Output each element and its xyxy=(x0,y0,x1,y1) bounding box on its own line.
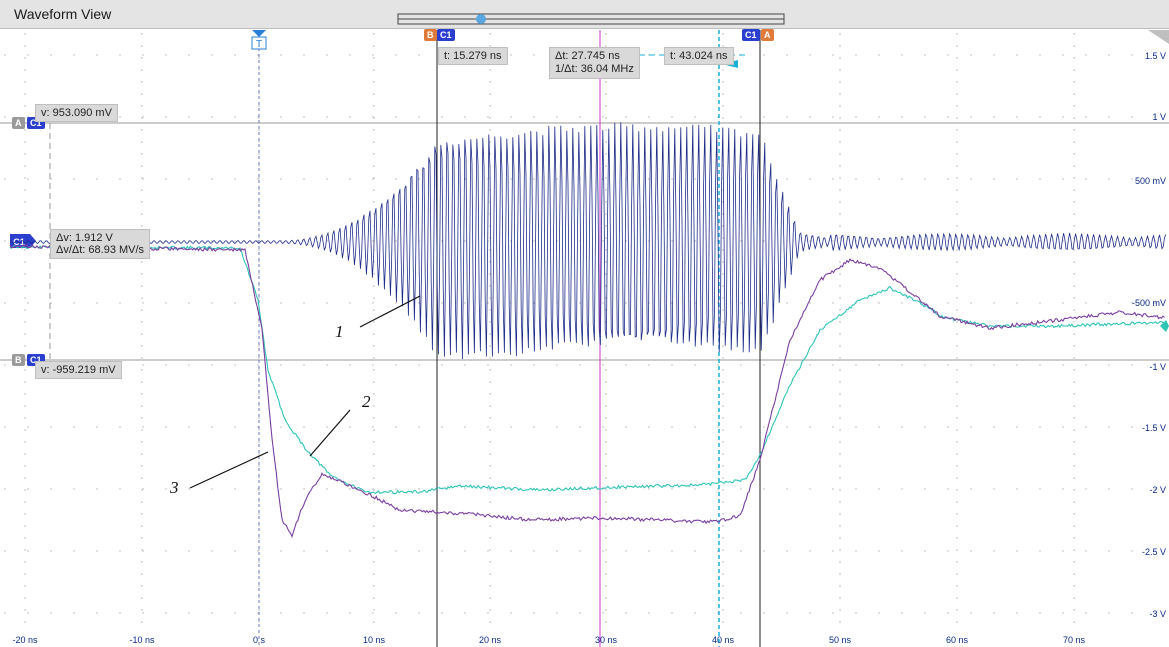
x-label-neg20ns: -20 ns xyxy=(12,635,38,645)
y-label-500mv: 500 mV xyxy=(1134,176,1166,186)
x-label-50ns: 50 ns xyxy=(828,635,852,645)
y-label-neg500mv: -500 mV xyxy=(1131,298,1166,308)
annotation-3-leader xyxy=(189,451,269,489)
window-title: Waveform View xyxy=(14,6,112,22)
x-label-20ns: 20 ns xyxy=(478,635,502,645)
dv-dt-value: Δv/Δt: 68.93 MV/s xyxy=(56,244,145,256)
trace-2-edge-marker xyxy=(1160,320,1169,332)
grid xyxy=(4,33,1156,623)
y-label-neg2v: -2 V xyxy=(1149,485,1166,495)
annotation-2: 2 xyxy=(362,392,371,411)
inverse-delta-t-value: 1/Δt: 36.04 MHz xyxy=(555,63,634,75)
y-label-neg2.5v: -2.5 V xyxy=(1141,547,1166,557)
annotation-1-leader xyxy=(359,295,421,328)
cursor-b-channel-badge[interactable]: C1 xyxy=(437,29,455,41)
trigger-flag[interactable] xyxy=(251,36,267,50)
x-label-30ns: 30 ns xyxy=(594,635,618,645)
cursor-b-h-badge[interactable]: B xyxy=(12,354,25,366)
overview-trigger-icon[interactable] xyxy=(476,14,486,24)
cursor-a-channel-badge[interactable]: C1 xyxy=(742,29,760,41)
trace-1 xyxy=(9,122,1166,360)
x-label-60ns: 60 ns xyxy=(945,635,969,645)
cursor-b-badge[interactable]: B xyxy=(424,29,437,41)
x-label-40ns: 40 ns xyxy=(711,635,735,645)
trigger-label: T xyxy=(256,39,262,50)
x-label-neg10ns: -10 ns xyxy=(129,635,155,645)
y-label-neg3v: -3 V xyxy=(1149,609,1166,619)
y-label-neg1.5v: -1.5 V xyxy=(1141,423,1166,433)
trace-2 xyxy=(9,244,1165,495)
cursor-b-time-readout: t: 15.279 ns xyxy=(438,47,508,65)
annotation-2-leader xyxy=(309,409,351,457)
x-label-10ns: 10 ns xyxy=(362,635,386,645)
delta-v-value: Δv: 1.912 V xyxy=(56,232,113,244)
delta-t-value: Δt: 27.745 ns xyxy=(555,50,620,62)
y-label-1.5v: 1.5 V xyxy=(1144,51,1166,61)
cursor-a-time-readout: t: 43.024 ns xyxy=(664,47,734,65)
delta-v-readout: Δv: 1.912 V Δv/Δt: 68.93 MV/s xyxy=(50,229,151,259)
delta-t-readout: Δt: 27.745 ns 1/Δt: 36.04 MHz xyxy=(549,47,640,79)
annotation-3: 3 xyxy=(170,478,179,497)
x-label-70ns: 70 ns xyxy=(1062,635,1086,645)
y-label-neg1v: -1 V xyxy=(1149,362,1166,372)
cursor-a-h-badge[interactable]: A xyxy=(12,117,25,129)
cursor-b-voltage-readout: v: -959.219 mV xyxy=(35,361,122,379)
cursor-a-badge[interactable]: A xyxy=(761,29,774,41)
channel-offset-label: C1 xyxy=(13,237,25,247)
trace-3 xyxy=(9,243,1165,539)
cursor-a-voltage-readout: v: 953.090 mV xyxy=(35,104,118,122)
corner-handle-icon[interactable] xyxy=(1148,30,1169,44)
y-label-1v: 1 V xyxy=(1152,112,1166,122)
trigger-arrow-icon[interactable] xyxy=(252,30,266,37)
x-label-0s: 0 s xyxy=(252,635,266,645)
annotation-1: 1 xyxy=(335,322,344,341)
